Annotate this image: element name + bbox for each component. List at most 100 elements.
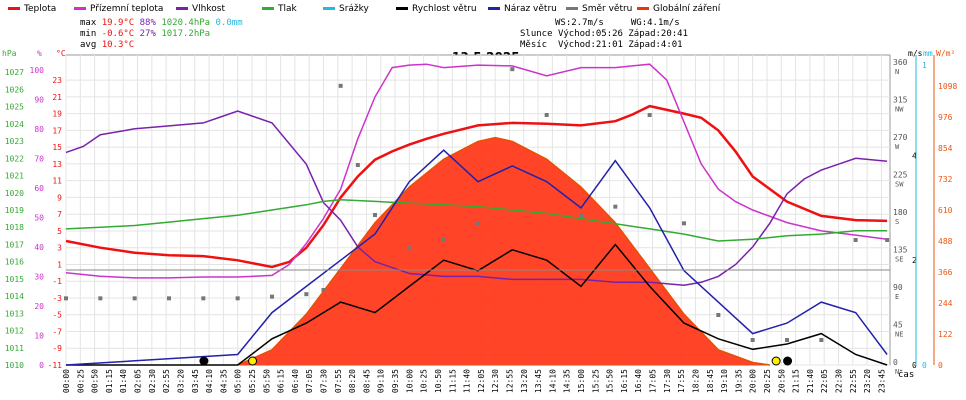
wind-dir-tick-label: 180 (893, 208, 908, 217)
temp-tick-label: 13 (52, 160, 62, 169)
sunrise-time: Východ:05:26 (557, 29, 623, 39)
time-tick-label: 22:55 (849, 369, 858, 393)
wind-speed-summary: WS:2.7m/s (555, 18, 604, 28)
radiation-tick-label: 122 (938, 330, 953, 339)
moon-row: Měsíc Východ:21:01 Západ:4:01 (520, 40, 688, 51)
wind-dir-point (682, 221, 686, 226)
stats-max-temp: 19.9°C (101, 18, 135, 28)
legend-item: Rychlost větru (396, 4, 477, 14)
rain-tick-label: 0 (922, 361, 927, 370)
radiation-tick-label: 366 (938, 268, 953, 277)
time-tick-label: 17:05 (649, 369, 658, 393)
time-tick-label: 23:45 (877, 369, 886, 393)
wind-dir-tick-label: 360 (893, 58, 908, 67)
stats-min-temp: -0.6°C (101, 29, 135, 39)
sun-label: Slunce (520, 29, 553, 39)
wind-dir-compass-label: S (895, 218, 899, 226)
radiation-envelope-line (237, 136, 770, 366)
wind-dir-point (167, 296, 171, 301)
legend-label: Tlak (278, 4, 297, 14)
stats-min-hum: 27% (139, 29, 156, 39)
time-tick-label: 04:35 (219, 369, 228, 393)
wind-dir-tick-label: 315 (893, 96, 908, 105)
pressure-tick-label: 1020 (5, 189, 24, 198)
temp-tick-label: -1 (52, 277, 62, 286)
time-tick-label: 12:30 (491, 369, 500, 393)
time-tick-label: 18:45 (706, 369, 715, 393)
pressure-tick-label: 1027 (5, 68, 24, 77)
time-tick-label: 07:05 (305, 369, 314, 393)
time-tick-label: 01:40 (119, 369, 128, 393)
temp-axis-header: °C (56, 49, 66, 58)
time-tick-label: 17:55 (677, 369, 686, 393)
time-tick-label: 00:00 (62, 369, 71, 393)
radiation-axis-header: W/m² (936, 49, 955, 58)
temp-tick-label: 15 (52, 143, 62, 152)
sunrise-marker (248, 356, 258, 366)
pressure-tick-label: 1022 (5, 154, 24, 163)
time-tick-label: 09:10 (377, 369, 386, 393)
wind-dir-point (235, 296, 240, 301)
wind-dir-point (355, 163, 360, 167)
time-tick-label: 03:20 (176, 369, 185, 393)
time-tick-label: 10:25 (420, 369, 429, 393)
time-tick-label: 13:20 (520, 369, 529, 393)
legend-item: Náraz větru (488, 4, 557, 14)
wind-dir-compass-label: SW (895, 181, 904, 189)
wind-dir-point (579, 213, 583, 217)
wind-dir-tick-label: 225 (893, 171, 908, 180)
legend-label: Směr větru (582, 4, 633, 14)
radiation-tick-label: 732 (938, 175, 953, 184)
legend-item: Přízemní teplota (74, 4, 163, 14)
humidity-axis-header: % (37, 49, 42, 58)
series-line-0 (65, 104, 888, 269)
series-line-3 (65, 198, 888, 242)
pressure-tick-label: 1017 (5, 240, 24, 249)
pressure-tick-label: 1025 (5, 103, 24, 112)
time-tick-label: 07:55 (334, 369, 343, 393)
radiation-tick-label: 244 (938, 299, 953, 308)
pressure-tick-label: 1015 (5, 275, 24, 284)
wind-dir-point (201, 296, 206, 301)
wind-dir-tick-label: 270 (893, 133, 908, 142)
stats-avg-row: avg 10.3°C (80, 40, 243, 51)
wind-dir-point (613, 204, 618, 209)
time-tick-label: 16:15 (620, 369, 629, 393)
stats-max-press: 1020.4hPa (161, 18, 211, 28)
time-tick-label: 21:40 (806, 369, 815, 393)
time-tick-label: 04:10 (205, 369, 214, 393)
wind-dir-point (304, 292, 309, 297)
time-tick-label: 05:50 (262, 369, 271, 393)
pressure-tick-label: 1019 (5, 206, 24, 215)
humidity-tick-label: 70 (34, 154, 44, 163)
legend-label: Náraz větru (504, 4, 557, 14)
humidity-tick-label: 0 (39, 361, 44, 370)
wind-dir-point (321, 288, 326, 292)
time-axis-label: čas (898, 369, 914, 380)
wind-dir-point (132, 296, 137, 301)
time-tick-label: 14:10 (548, 369, 557, 393)
legend-swatch (8, 7, 20, 10)
stats-max-row: max 19.9°C 88% 1020.4hPa 0.0mm (80, 18, 243, 29)
wind-dir-point (407, 246, 412, 251)
temp-tick-label: 1 (57, 260, 62, 269)
time-tick-label: 22:30 (835, 369, 844, 393)
moonset-marker (199, 356, 209, 366)
legend-swatch (323, 7, 335, 10)
legend-label: Vlhkost (192, 4, 225, 14)
radiation-tick-label: 976 (938, 113, 953, 122)
legend-swatch (74, 7, 86, 10)
wind-dir-point (476, 221, 480, 226)
stats-min-label: min (80, 29, 97, 39)
series-line-5 (66, 243, 888, 366)
legend-swatch (396, 7, 408, 10)
legend-swatch (176, 7, 188, 10)
time-tick-label: 15:50 (606, 369, 615, 393)
time-tick-label: 03:45 (191, 369, 200, 393)
wind-dir-compass-label: E (895, 293, 899, 301)
radiation-tick-label: 0 (938, 361, 943, 370)
temp-tick-label: 21 (52, 93, 62, 102)
event-markers (199, 356, 793, 366)
wind-dir-point (98, 296, 103, 301)
